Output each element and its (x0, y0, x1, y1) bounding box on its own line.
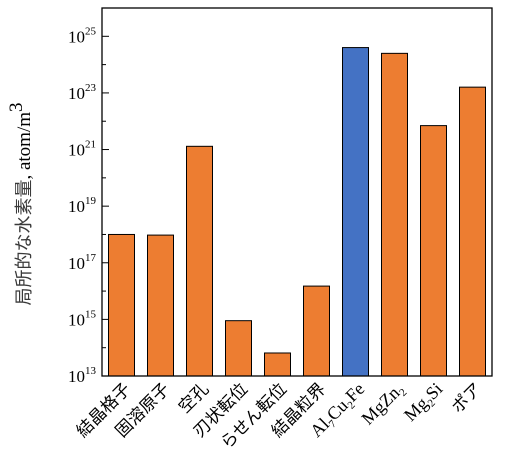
bar-8 (381, 52, 408, 377)
bars-layer (108, 47, 486, 377)
bar-5 (264, 352, 291, 377)
bar-7 (342, 47, 369, 377)
x-tick-label-8: MgZn2 (357, 379, 409, 431)
y-tick-label: 1023 (68, 82, 97, 103)
y-tick-label: 1017 (68, 252, 97, 273)
bar-9 (420, 125, 447, 377)
bar-6 (303, 285, 330, 377)
plot-frame (101, 7, 493, 377)
bar-2 (147, 234, 174, 377)
bar-3 (186, 145, 213, 377)
x-tick-label-10: ポア (448, 379, 486, 417)
y-tick-label: 1013 (68, 365, 97, 386)
y-axis-ticks: 1013 1015 1017 1019 1021 1023 1025 (68, 7, 109, 386)
bar-1 (108, 233, 135, 377)
bar-4 (225, 320, 252, 377)
y-tick-label: 1021 (68, 139, 96, 160)
x-tick-label-9: Mg2Si (400, 379, 448, 427)
bar-10 (459, 86, 486, 377)
y-tick-label: 1015 (68, 308, 97, 329)
y-axis-label: 局所的な水素量, atom/m3 (6, 102, 35, 305)
y-tick-label: 1019 (68, 195, 97, 216)
y-tick-label: 1025 (68, 25, 97, 46)
